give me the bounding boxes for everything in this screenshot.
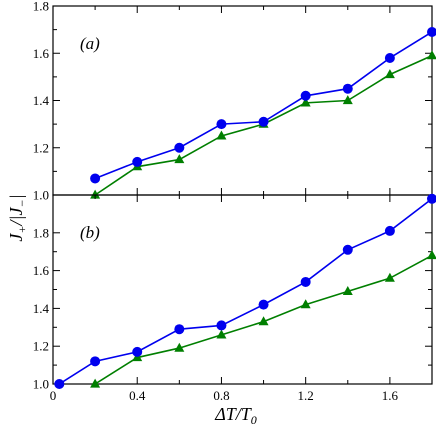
data-point-triangle: [174, 154, 185, 164]
y-tick-label: 1.6: [33, 46, 50, 61]
x-tick-label: 1.2: [298, 388, 314, 403]
data-point-circle: [384, 225, 395, 236]
data-point-circle: [216, 119, 227, 130]
y-tick-label: 1.6: [33, 263, 50, 278]
series-line-circle: [58, 198, 433, 385]
data-point-triangle: [90, 189, 101, 199]
panel-label: (a): [80, 34, 100, 53]
data-point-circle: [90, 356, 101, 367]
panel-frame: [52, 5, 433, 196]
data-point-triangle: [300, 299, 311, 309]
y-tick-label: 1.8: [33, 0, 49, 14]
data-point-circle: [132, 156, 143, 167]
data-point-circle: [342, 244, 353, 255]
panel-frame: [52, 194, 433, 385]
data-point-circle: [174, 142, 185, 153]
y-axis-label: J+/|J−|: [6, 194, 29, 241]
x-tick-label: 0: [50, 388, 57, 403]
data-point-circle: [300, 276, 311, 287]
data-point-triangle: [427, 50, 436, 60]
y-tick-label: 1.2: [33, 339, 49, 354]
data-point-circle: [174, 324, 185, 335]
data-point-triangle: [384, 272, 395, 282]
y-tick-label: 1.0: [33, 188, 49, 203]
y-tick-label: 1.0: [33, 377, 49, 392]
data-point-circle: [342, 83, 353, 94]
y-tick-label: 1.4: [33, 93, 50, 108]
data-point-circle: [54, 379, 65, 389]
x-axis-label: ΔT/T0: [214, 404, 257, 427]
data-point-triangle: [342, 285, 353, 295]
y-tick-label: 1.4: [33, 301, 50, 316]
y-tick-label: 1.2: [33, 140, 49, 155]
data-point-circle: [132, 346, 143, 357]
data-point-triangle: [384, 69, 395, 79]
data-point-triangle: [216, 130, 227, 140]
x-tick-label: 1.6: [382, 388, 399, 403]
data-point-circle: [258, 116, 269, 127]
data-point-circle: [427, 26, 436, 37]
data-point-triangle: [258, 316, 269, 326]
data-point-triangle: [90, 378, 101, 388]
panel-1: 1.0 1.2 1.4 1.6 1.8 (b): [33, 193, 436, 392]
data-point-circle: [300, 90, 311, 101]
data-point-triangle: [300, 97, 311, 107]
data-point-circle: [216, 320, 227, 331]
data-point-triangle: [427, 250, 436, 260]
x-tick-label: 0.4: [129, 388, 146, 403]
panel-0: 1.0 1.2 1.4 1.6 1.8 (a): [33, 0, 436, 203]
series-line-circle: [94, 31, 433, 180]
y-tick-label: 1.8: [33, 225, 49, 240]
data-point-triangle: [174, 342, 185, 352]
x-tick-label: 0.8: [213, 388, 229, 403]
data-point-circle: [90, 173, 101, 184]
data-point-circle: [258, 299, 269, 310]
data-point-circle: [427, 193, 436, 204]
panel-label: (b): [80, 223, 100, 242]
data-point-triangle: [216, 329, 227, 339]
data-point-triangle: [342, 95, 353, 105]
data-point-circle: [384, 52, 395, 63]
